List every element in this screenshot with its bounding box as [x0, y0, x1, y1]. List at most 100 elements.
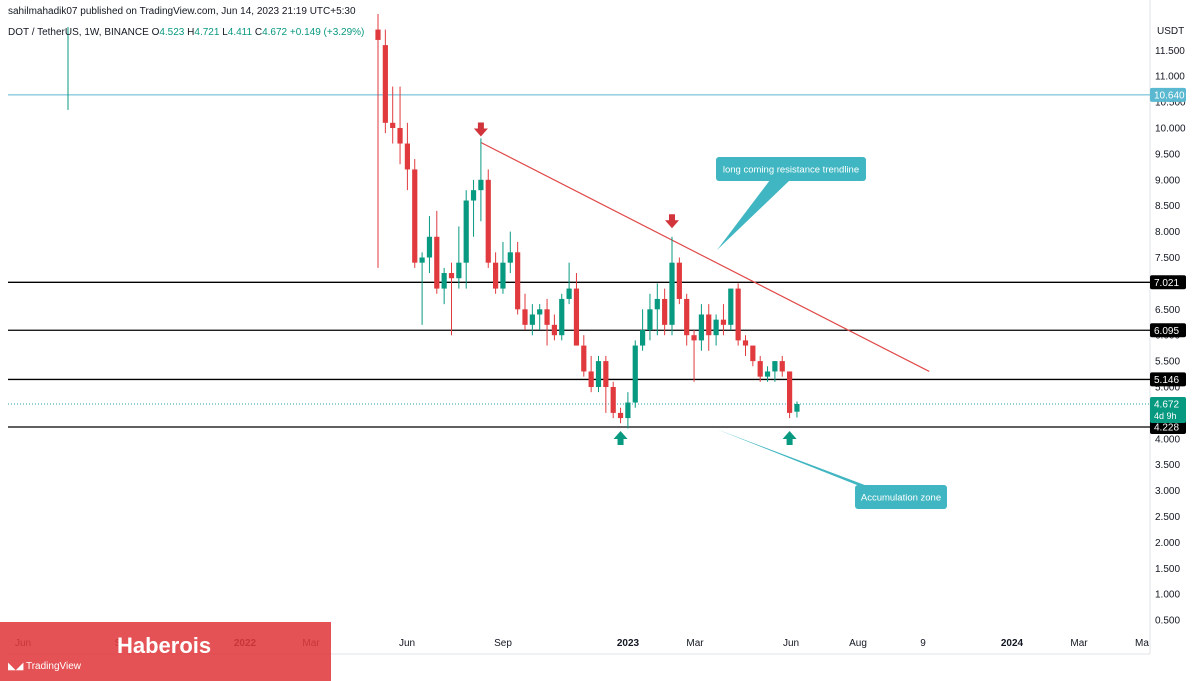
trendline-annotation-pointer [717, 180, 790, 250]
candle-body [662, 298, 668, 325]
down-arrow-marker [665, 214, 679, 229]
ohlc-close-value: 4.672 [262, 27, 288, 38]
candle-body [463, 200, 469, 263]
tradingview-label: TradingView [25, 661, 82, 672]
y-tick-label: 11.500 [1155, 46, 1185, 57]
candle-body [412, 169, 418, 263]
candle-body [573, 288, 580, 346]
ohlc-low-value: 4.411 [227, 27, 253, 38]
y-tick-label: 2.000 [1155, 538, 1180, 549]
candle-body [551, 324, 557, 336]
ohlc-high-label: H [187, 27, 195, 38]
candle [625, 392, 631, 429]
candle [647, 293, 653, 341]
level-price-label: 10.640 [1154, 90, 1185, 101]
candle [441, 267, 447, 305]
candle-body [404, 143, 410, 170]
candle-body [669, 262, 675, 325]
candle [617, 407, 624, 424]
accumulation-annotation-text: Accumulation zone [861, 493, 941, 504]
y-tick-label: 5.000 [1155, 383, 1180, 394]
candle [742, 335, 749, 356]
level-price-label: 7.021 [1154, 278, 1179, 289]
y-tick-label: 6.500 [1155, 305, 1180, 316]
level-price-label: 5.146 [1154, 375, 1179, 386]
candle [632, 340, 638, 408]
candle-body [522, 309, 528, 325]
candle [551, 314, 557, 341]
candle [566, 262, 572, 305]
candle-body [448, 273, 455, 279]
candle-body [478, 179, 484, 191]
candle-body [507, 252, 513, 263]
level-price-label: 4.228 [1154, 422, 1179, 433]
x-tick-label: Mar [686, 638, 704, 649]
candle [698, 304, 704, 351]
candle-body [698, 314, 704, 341]
candle [669, 236, 675, 336]
candle-body [728, 288, 734, 325]
ohlc-low-label: L [222, 27, 228, 38]
candle [588, 355, 594, 393]
candle [684, 293, 690, 346]
candle-body [676, 262, 682, 299]
candle [529, 304, 535, 336]
y-tick-label: 5.500 [1155, 357, 1180, 368]
level-price-tag [1150, 275, 1186, 290]
x-tick-label: Aug [849, 638, 867, 649]
candle-body [515, 252, 521, 310]
last-price-tag [1150, 396, 1186, 423]
x-tick-label: Sep [494, 638, 512, 649]
candle [764, 366, 771, 382]
candle [706, 304, 712, 351]
x-tick-label: Jun [783, 638, 799, 649]
candle [397, 86, 403, 165]
last-price-label: 4.672 [1154, 399, 1179, 410]
candle-body [434, 236, 440, 289]
y-tick-label: 9.500 [1155, 149, 1180, 160]
candle [794, 401, 800, 418]
candle [500, 241, 506, 294]
candle-body [713, 319, 719, 336]
accumulation-annotation-box [855, 485, 947, 509]
candle-body [779, 361, 785, 372]
y-tick-label: 8.000 [1155, 227, 1180, 238]
countdown-label: 4d 9h [1154, 411, 1177, 421]
level-price-label: 6.095 [1154, 326, 1179, 337]
candle-body [419, 257, 425, 263]
candle [537, 304, 543, 331]
y-tick-label: 8.500 [1155, 201, 1180, 212]
candle-body [706, 314, 712, 336]
candle-body [426, 236, 433, 258]
candle [750, 345, 756, 367]
candle [522, 293, 528, 331]
candle [382, 29, 388, 134]
candle [485, 169, 491, 268]
publish-info: sahilmahadik07 published on TradingView.… [8, 6, 356, 17]
ohlc-open-label: O [151, 27, 160, 38]
down-arrow-marker [473, 122, 488, 137]
y-tick-label: 11.000 [1155, 72, 1185, 83]
ohlc-open-value: 4.523 [159, 27, 185, 38]
y-tick-label: 2.500 [1155, 512, 1180, 523]
candle-body [610, 387, 616, 413]
symbol-info: DOT / TetherUS, 1W, BINANCE O4.523 H4.72… [8, 27, 364, 38]
candle-body [750, 345, 756, 362]
symbol-name: DOT / TetherUS, 1W, BINANCE [8, 27, 149, 38]
candle [412, 159, 418, 268]
ohlc-high-value: 4.721 [194, 27, 220, 38]
candle-body [500, 262, 506, 289]
candle [404, 122, 410, 191]
y-tick-label: 4.000 [1155, 434, 1180, 445]
candle-body [735, 288, 741, 341]
candle-body [581, 345, 587, 372]
tradingview-logo: ◣◢ TradingView [8, 661, 81, 672]
candle-body [603, 361, 609, 387]
x-tick-label: 9 [920, 638, 926, 649]
candle [478, 138, 484, 222]
brand-name: Haberois [117, 633, 212, 658]
candle-body [559, 298, 565, 336]
candle [559, 293, 565, 341]
candle-body [397, 128, 403, 144]
